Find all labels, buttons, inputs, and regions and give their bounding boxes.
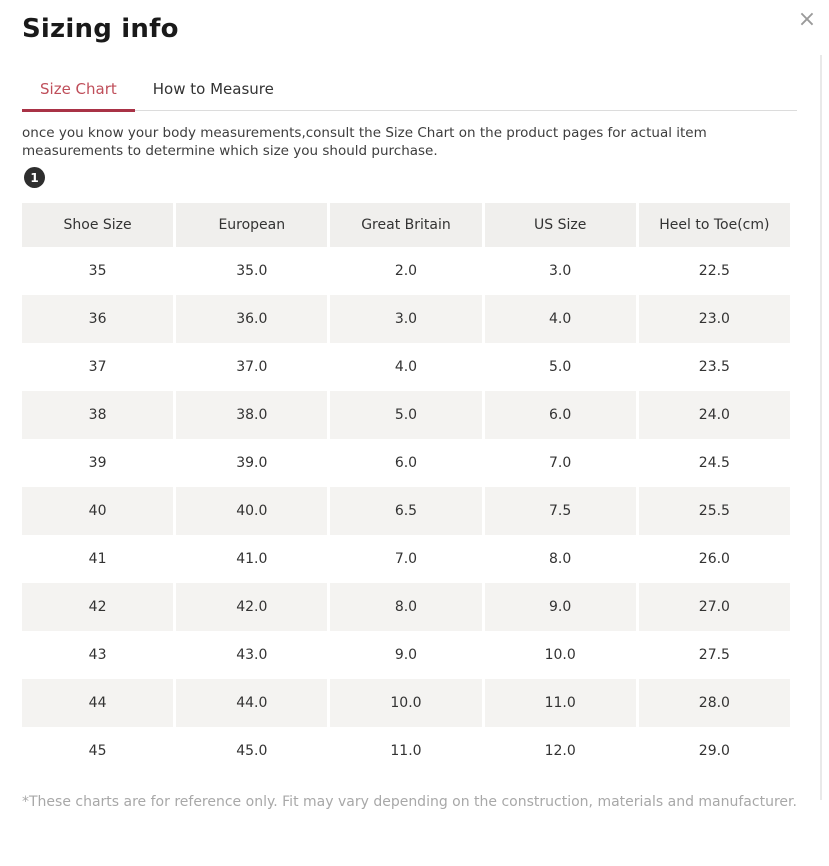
close-button[interactable]: × bbox=[793, 6, 821, 34]
table-cell: 9.0 bbox=[330, 631, 482, 679]
table-cell: 44.0 bbox=[176, 679, 328, 727]
table-row: 40 40.0 6.5 7.5 25.5 bbox=[22, 487, 790, 535]
table-cell: 44 bbox=[22, 679, 174, 727]
table-cell: 36 bbox=[22, 295, 174, 343]
table-cell: 38 bbox=[22, 391, 174, 439]
table-cell: 11.0 bbox=[330, 727, 482, 775]
page-title: Sizing info bbox=[22, 14, 179, 44]
footnote-text: *These charts are for reference only. Fi… bbox=[22, 794, 797, 810]
table-cell: 7.5 bbox=[484, 487, 636, 535]
table-cell: 36.0 bbox=[176, 295, 328, 343]
table-cell: 4.0 bbox=[330, 343, 482, 391]
table-cell: 24.0 bbox=[638, 391, 790, 439]
table-cell: 24.5 bbox=[638, 439, 790, 487]
table-cell: 38.0 bbox=[176, 391, 328, 439]
table-cell: 6.5 bbox=[330, 487, 482, 535]
table-cell: 10.0 bbox=[484, 631, 636, 679]
table-cell: 22.5 bbox=[638, 247, 790, 295]
tab-bar: Size Chart How to Measure bbox=[22, 72, 797, 112]
table-cell: 40.0 bbox=[176, 487, 328, 535]
table-header-cell: Great Britain bbox=[330, 203, 482, 247]
table-cell: 39.0 bbox=[176, 439, 328, 487]
table-cell: 43.0 bbox=[176, 631, 328, 679]
table-header-row: Shoe Size European Great Britain US Size Hee… bbox=[22, 203, 790, 247]
table-cell: 8.0 bbox=[484, 535, 636, 583]
intro-text: once you know your body measurements,con… bbox=[22, 125, 707, 159]
table-body: 35 35.0 2.0 3.0 22.5 36 36.0 3.0 4.0 23.0 37 37.0 4.… bbox=[22, 247, 790, 775]
table-cell: 2.0 bbox=[330, 247, 482, 295]
table-cell: 40 bbox=[22, 487, 174, 535]
table-header-cell: European bbox=[176, 203, 328, 247]
table-cell: 9.0 bbox=[484, 583, 636, 631]
table-cell: 37 bbox=[22, 343, 174, 391]
table-cell: 42 bbox=[22, 583, 174, 631]
table-row: 37 37.0 4.0 5.0 23.5 bbox=[22, 343, 790, 391]
table-cell: 6.0 bbox=[484, 391, 636, 439]
table-cell: 39 bbox=[22, 439, 174, 487]
table-cell: 45 bbox=[22, 727, 174, 775]
table-cell: 7.0 bbox=[484, 439, 636, 487]
table-row: 44 44.0 10.0 11.0 28.0 bbox=[22, 679, 790, 727]
size-chart-table: Shoe Size European Great Britain US Size Hee… bbox=[19, 203, 793, 775]
table-cell: 42.0 bbox=[176, 583, 328, 631]
table-cell: 12.0 bbox=[484, 727, 636, 775]
table-row: 38 38.0 5.0 6.0 24.0 bbox=[22, 391, 790, 439]
scrollbar-track[interactable] bbox=[820, 55, 822, 800]
table-cell: 6.0 bbox=[330, 439, 482, 487]
table-row: 45 45.0 11.0 12.0 29.0 bbox=[22, 727, 790, 775]
table-row: 43 43.0 9.0 10.0 27.5 bbox=[22, 631, 790, 679]
table-cell: 4.0 bbox=[484, 295, 636, 343]
table-cell: 29.0 bbox=[638, 727, 790, 775]
table-cell: 5.0 bbox=[484, 343, 636, 391]
table-cell: 3.0 bbox=[484, 247, 636, 295]
table-row: 35 35.0 2.0 3.0 22.5 bbox=[22, 247, 790, 295]
table-cell: 41 bbox=[22, 535, 174, 583]
table-head: Shoe Size European Great Britain US Size Hee… bbox=[22, 203, 790, 247]
table-cell: 35 bbox=[22, 247, 174, 295]
step-badge: 1 bbox=[24, 167, 45, 188]
table-row: 42 42.0 8.0 9.0 27.0 bbox=[22, 583, 790, 631]
table-cell: 28.0 bbox=[638, 679, 790, 727]
table-header-cell: Shoe Size bbox=[22, 203, 174, 247]
table-cell: 5.0 bbox=[330, 391, 482, 439]
table-header-cell: US Size bbox=[484, 203, 636, 247]
tab-how-to-measure[interactable]: How to Measure bbox=[135, 72, 292, 110]
table-cell: 26.0 bbox=[638, 535, 790, 583]
table-cell: 45.0 bbox=[176, 727, 328, 775]
tab-size-chart[interactable]: Size Chart bbox=[22, 72, 135, 112]
table-cell: 23.0 bbox=[638, 295, 790, 343]
table-cell: 37.0 bbox=[176, 343, 328, 391]
table-cell: 8.0 bbox=[330, 583, 482, 631]
table-row: 36 36.0 3.0 4.0 23.0 bbox=[22, 295, 790, 343]
table-cell: 43 bbox=[22, 631, 174, 679]
table-cell: 3.0 bbox=[330, 295, 482, 343]
table-row: 39 39.0 6.0 7.0 24.5 bbox=[22, 439, 790, 487]
table-cell: 41.0 bbox=[176, 535, 328, 583]
table-cell: 10.0 bbox=[330, 679, 482, 727]
table-cell: 23.5 bbox=[638, 343, 790, 391]
table-cell: 35.0 bbox=[176, 247, 328, 295]
table-header-cell: Heel to Toe(cm) bbox=[638, 203, 790, 247]
close-icon: × bbox=[797, 7, 817, 32]
table-row: 41 41.0 7.0 8.0 26.0 bbox=[22, 535, 790, 583]
table-cell: 11.0 bbox=[484, 679, 636, 727]
table-cell: 27.0 bbox=[638, 583, 790, 631]
table-cell: 7.0 bbox=[330, 535, 482, 583]
table-cell: 25.5 bbox=[638, 487, 790, 535]
table-cell: 27.5 bbox=[638, 631, 790, 679]
